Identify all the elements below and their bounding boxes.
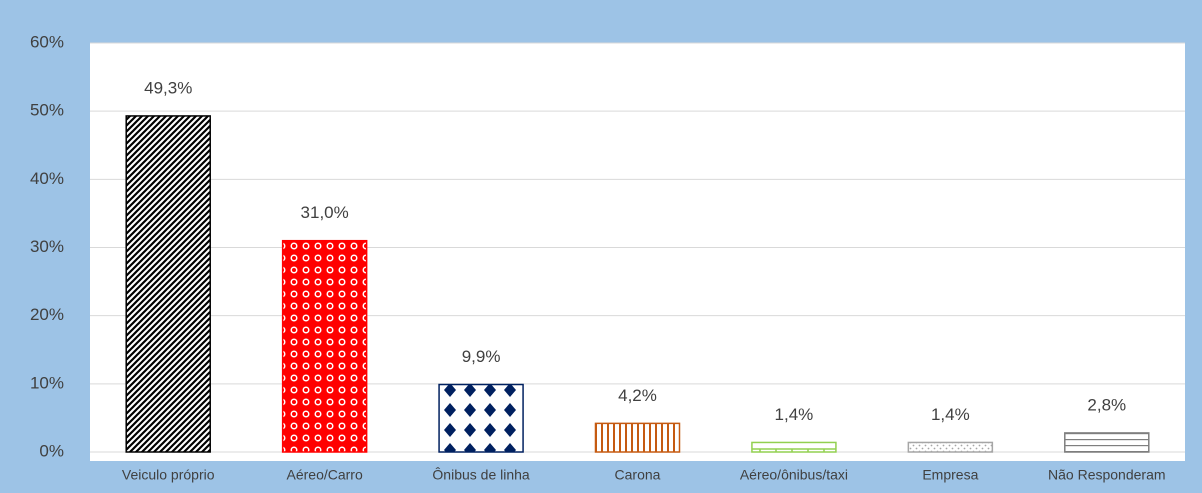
- value-label: 4,2%: [618, 386, 657, 405]
- y-tick-label: 20%: [30, 305, 64, 324]
- y-tick-label: 10%: [30, 373, 64, 392]
- x-tick-label: Veiculo próprio: [122, 467, 215, 483]
- x-tick-label: Aéreo/Carro: [287, 467, 363, 483]
- bar: [281, 239, 368, 453]
- plot-area: [90, 43, 1185, 461]
- y-tick-label: 40%: [30, 169, 64, 188]
- value-label: 2,8%: [1087, 395, 1126, 414]
- x-tick-label: Empresa: [922, 467, 978, 483]
- bar: [125, 115, 211, 453]
- bar: [438, 383, 524, 453]
- bar: [594, 422, 681, 453]
- bar: [751, 441, 837, 453]
- x-tick-label: Ônibus de linha: [432, 467, 530, 483]
- value-label: 31,0%: [301, 203, 349, 222]
- x-tick-label: Não Responderam: [1048, 467, 1166, 483]
- value-label: 9,9%: [462, 347, 501, 366]
- y-tick-label: 60%: [30, 32, 64, 51]
- value-label: 49,3%: [144, 78, 192, 97]
- x-tick-label: Aéreo/ônibus/taxi: [740, 467, 848, 483]
- bar: [1064, 432, 1150, 453]
- value-label: 1,4%: [775, 405, 814, 424]
- y-tick-label: 50%: [30, 101, 64, 120]
- x-tick-label: Carona: [615, 467, 661, 483]
- y-tick-label: 30%: [30, 237, 64, 256]
- bar: [907, 441, 994, 453]
- value-label: 1,4%: [931, 405, 970, 424]
- y-tick-label: 0%: [39, 441, 64, 460]
